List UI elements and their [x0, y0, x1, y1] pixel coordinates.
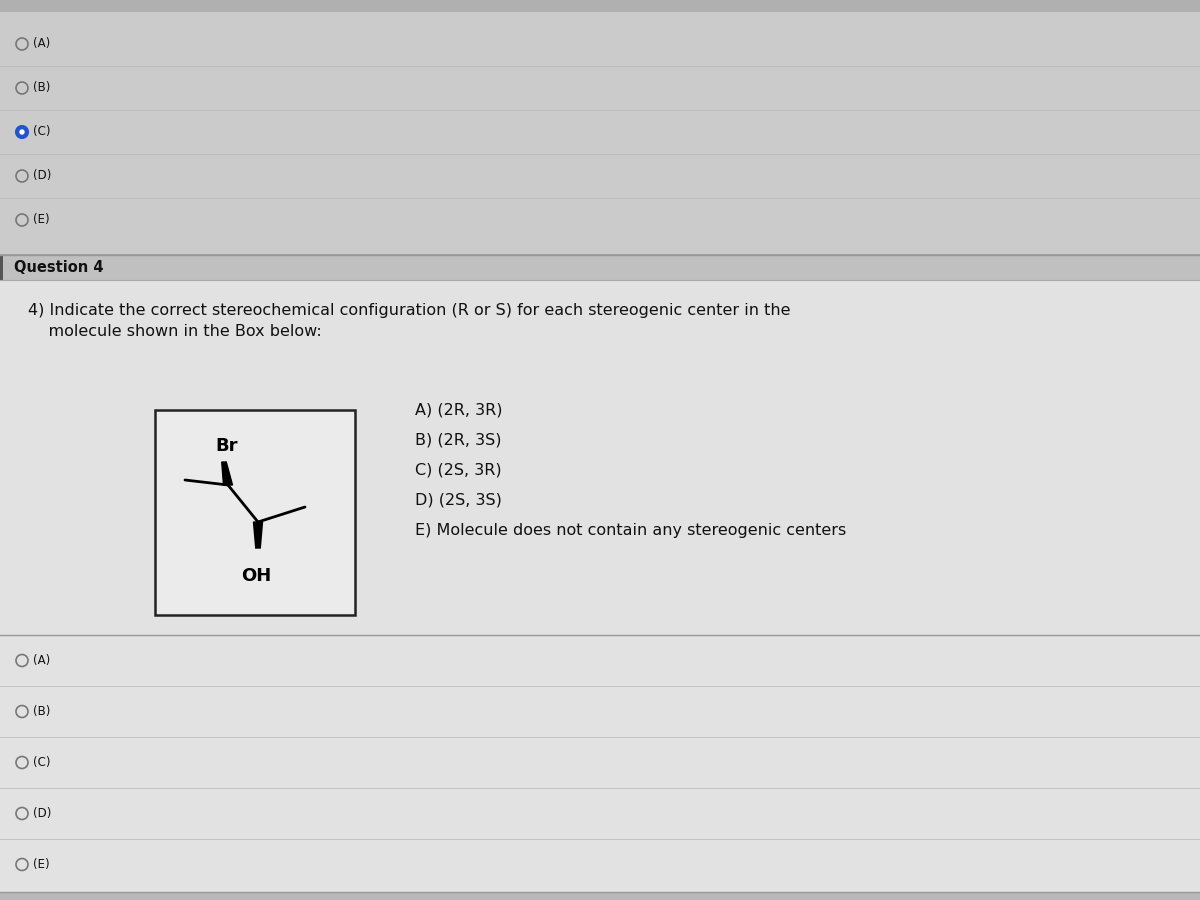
FancyBboxPatch shape	[155, 410, 355, 615]
Text: E) Molecule does not contain any stereogenic centers: E) Molecule does not contain any stereog…	[415, 523, 846, 537]
Text: (B): (B)	[34, 705, 50, 718]
Text: molecule shown in the Box below:: molecule shown in the Box below:	[28, 325, 322, 339]
Text: Question 4: Question 4	[14, 260, 103, 275]
FancyBboxPatch shape	[0, 892, 1200, 900]
Text: (D): (D)	[34, 807, 52, 820]
FancyBboxPatch shape	[0, 255, 1200, 280]
FancyBboxPatch shape	[0, 255, 2, 280]
FancyBboxPatch shape	[0, 0, 1200, 12]
FancyBboxPatch shape	[0, 0, 1200, 255]
Text: D) (2S, 3S): D) (2S, 3S)	[415, 492, 502, 508]
Text: (C): (C)	[34, 756, 50, 769]
FancyBboxPatch shape	[0, 280, 1200, 900]
Text: (E): (E)	[34, 858, 49, 871]
Polygon shape	[253, 522, 263, 548]
Text: Br: Br	[215, 437, 238, 455]
Text: C) (2S, 3R): C) (2S, 3R)	[415, 463, 502, 478]
Polygon shape	[222, 462, 233, 485]
Text: B) (2R, 3S): B) (2R, 3S)	[415, 433, 502, 447]
Text: 4) Indicate the correct stereochemical configuration (R or S) for each stereogen: 4) Indicate the correct stereochemical c…	[28, 302, 791, 318]
Text: OH: OH	[241, 567, 271, 585]
Text: (A): (A)	[34, 654, 50, 667]
Text: (B): (B)	[34, 82, 50, 94]
Text: (E): (E)	[34, 213, 49, 227]
Text: (A): (A)	[34, 38, 50, 50]
Text: (D): (D)	[34, 169, 52, 183]
Text: A) (2R, 3R): A) (2R, 3R)	[415, 402, 503, 418]
Circle shape	[19, 130, 25, 135]
Text: (C): (C)	[34, 125, 50, 139]
Circle shape	[16, 126, 28, 138]
